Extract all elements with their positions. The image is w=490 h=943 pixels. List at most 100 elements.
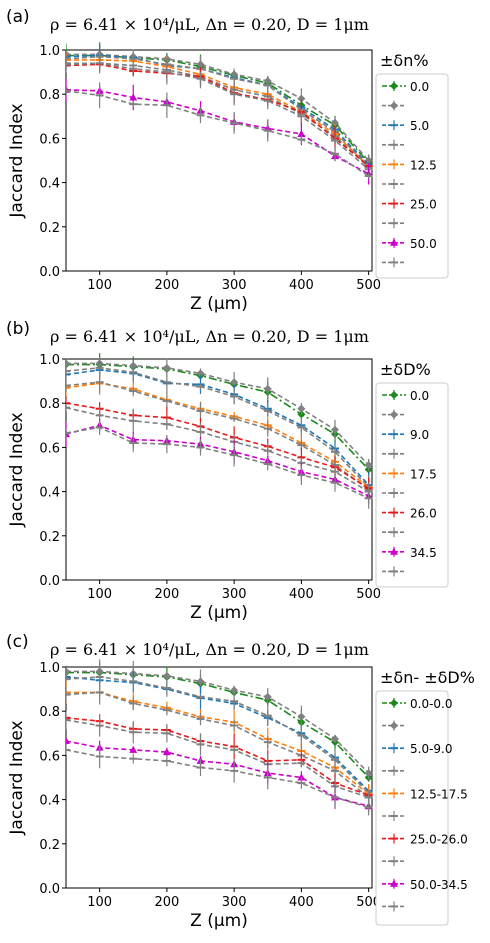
legend-marker	[390, 410, 398, 419]
legend-marker	[390, 721, 398, 730]
series-line	[66, 426, 369, 499]
series-line	[66, 424, 369, 497]
x-tick-label: 300	[222, 587, 247, 602]
legend-marker	[390, 547, 398, 555]
y-tick-label: 1.0	[39, 44, 60, 59]
series-10	[66, 420, 373, 509]
legend-label: 5.0-9.0	[410, 742, 453, 756]
series-10	[66, 82, 373, 179]
legend-entry-9: 50.0	[382, 237, 437, 251]
series-layer	[66, 353, 373, 509]
series-line	[66, 749, 369, 809]
legend-entry-7: 25.0-26.0	[382, 833, 468, 847]
y-tick-label: 0.2	[39, 221, 60, 236]
x-tick-label: 500	[356, 895, 381, 910]
series-line	[66, 717, 369, 796]
y-axis-label: Jaccard Index	[7, 720, 27, 835]
legend-entry-10	[382, 566, 406, 577]
y-tick-label: 0.0	[39, 574, 60, 589]
series-line	[66, 59, 370, 167]
y-tick-label: 0.0	[39, 265, 60, 280]
legend-label: 0.0	[410, 80, 429, 94]
legend-entry-1: 0.0	[382, 80, 429, 94]
legend-entry-3: 5.0-9.0	[382, 742, 453, 756]
legend-entry-7: 25.0	[382, 198, 437, 212]
legend-entry-7: 26.0	[382, 507, 437, 521]
legend-title: ±δn- ±δD%	[380, 668, 475, 687]
legend-title: ±δD%	[380, 360, 431, 379]
y-tick-label: 0.4	[39, 794, 60, 809]
legend-label: 9.0	[410, 428, 429, 442]
legend-label: 12.5	[410, 158, 437, 172]
legend-entry-6	[382, 488, 406, 498]
y-tick-label: 0.8	[39, 397, 60, 412]
y-tick-label: 0.0	[39, 882, 60, 897]
legend-label: 17.5	[410, 467, 437, 481]
legend-marker	[390, 391, 398, 399]
legend-entry-1: 0.0-0.0	[382, 697, 453, 711]
data-point	[230, 686, 239, 695]
series-line	[66, 382, 370, 488]
x-axis-label: Z (μm)	[190, 603, 248, 623]
data-point	[331, 425, 340, 434]
y-tick-label: 1.0	[39, 661, 60, 676]
x-axis-label: Z (μm)	[190, 294, 248, 314]
series-line	[66, 54, 370, 164]
legend-label: 12.5-17.5	[410, 787, 468, 801]
y-tick-label: 0.8	[39, 88, 60, 103]
legend-entry-8	[382, 527, 406, 538]
series-line	[66, 369, 370, 486]
panel-label: (b)	[6, 319, 30, 339]
legend-marker	[390, 82, 398, 90]
y-tick-label: 0.6	[39, 132, 60, 147]
series-7	[66, 58, 373, 173]
data-point	[230, 378, 239, 387]
panel-label: (a)	[6, 7, 30, 27]
series-10	[66, 744, 373, 816]
data-point	[297, 404, 306, 413]
legend-entry-5: 12.5	[382, 158, 437, 172]
y-tick-label: 0.6	[39, 441, 60, 456]
series-line	[66, 676, 370, 794]
chart-panel-3: (c) ρ = 6.41 × 10⁴/μL, Δn = 0.20, D = 1μm…	[6, 632, 475, 931]
legend-entry-6	[382, 179, 406, 189]
data-point	[297, 94, 306, 103]
legend-label: 25.0	[410, 198, 437, 212]
x-tick-label: 500	[356, 587, 381, 602]
x-tick-label: 300	[222, 278, 247, 293]
legend-entry-2	[382, 100, 406, 111]
data-point	[196, 677, 205, 686]
legend-entry-8	[382, 856, 406, 867]
legend-label: 34.5	[410, 546, 437, 560]
x-tick-label: 400	[289, 278, 314, 293]
legend-entry-4	[382, 765, 406, 776]
series-9	[66, 737, 373, 813]
legend-entry-4	[382, 139, 406, 150]
data-point	[263, 692, 272, 701]
series-line	[66, 671, 370, 779]
y-tick-label: 0.8	[39, 705, 60, 720]
series-line	[66, 367, 370, 488]
x-tick-label: 500	[356, 278, 381, 293]
series-line	[66, 62, 370, 170]
y-tick-label: 0.4	[39, 177, 60, 192]
legend-entry-10	[382, 901, 406, 912]
x-tick-label: 200	[154, 587, 179, 602]
series-line	[66, 362, 370, 466]
data-point	[364, 461, 373, 470]
series-line	[66, 740, 369, 808]
x-tick-label: 200	[154, 278, 179, 293]
legend-entry-9: 50.0-34.5	[382, 878, 468, 892]
data-point	[129, 93, 138, 101]
chart-title: ρ = 6.41 × 10⁴/μL, Δn = 0.20, D = 1μm	[50, 640, 369, 659]
series-line	[66, 62, 370, 168]
legend-label: 0.0-0.0	[410, 697, 453, 711]
legend-marker	[390, 879, 398, 887]
legend-label: 50.0-34.5	[410, 878, 468, 892]
y-tick-label: 1.0	[39, 353, 60, 368]
legend-marker	[390, 238, 398, 246]
series-layer	[66, 659, 373, 816]
legend-label: 0.0	[410, 389, 429, 403]
series-line	[66, 719, 369, 799]
